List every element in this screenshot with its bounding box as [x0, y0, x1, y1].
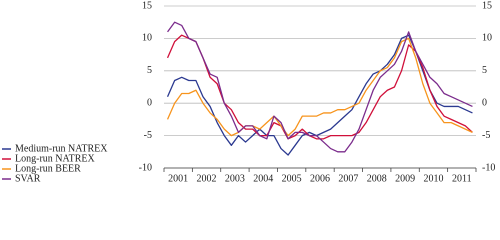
x-tick-label: 2003 [225, 173, 245, 184]
x-tick-label: 2008 [367, 173, 387, 184]
x-tick-label: 2006 [310, 173, 330, 184]
legend-label: SVAR [15, 173, 41, 184]
x-tick-label: 2005 [282, 173, 302, 184]
y-tick-label: 5 [147, 65, 152, 76]
x-tick-label: 2007 [338, 173, 358, 184]
y-tick-label: -10 [139, 162, 152, 173]
x-tick-label: 2001 [168, 173, 188, 184]
y-tick-label: 15 [142, 0, 152, 11]
series-line [166, 37, 473, 137]
y2-tick-label: 5 [482, 65, 487, 76]
series-line [167, 21, 473, 153]
x-tick-label: 2010 [423, 173, 443, 184]
chart: -10 -5 0 5 10 15 -10 -5 0 5 10 15 2001 2002 2003 2004 20… [2, 0, 495, 184]
y-tick-label: -5 [144, 130, 152, 141]
y-tick-label: 0 [147, 97, 152, 108]
series-line [166, 34, 473, 156]
y2-tick-label: 10 [482, 33, 492, 44]
y2-tick-label: 0 [482, 97, 487, 108]
x-tick-label: 2009 [395, 173, 415, 184]
x-tick-label: 2011 [452, 173, 472, 184]
x-tick-label: 2002 [197, 173, 217, 184]
series-line [166, 34, 473, 140]
y2-tick-label: 15 [482, 0, 492, 11]
y2-tick-label: -5 [482, 130, 490, 141]
legend-label: Medium-run NATREX [15, 143, 108, 154]
y-tick-label: 10 [142, 33, 152, 44]
y2-tick-label: -10 [482, 162, 495, 173]
legend-label: Long-run BEER [15, 163, 81, 174]
legend-label: Long-run NATREX [15, 153, 95, 164]
x-tick-label: 2004 [253, 173, 273, 184]
